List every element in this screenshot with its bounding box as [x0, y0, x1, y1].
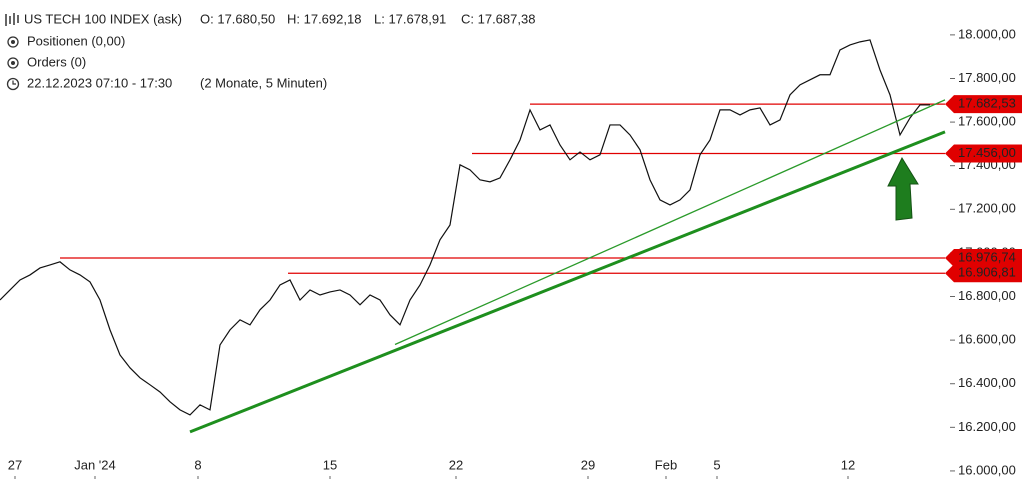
- x-tick-label: Feb: [655, 457, 677, 472]
- high: H: 17.692,18: [287, 11, 361, 26]
- orders[interactable]: Orders (0): [27, 54, 86, 69]
- level-label: 16.976,74: [958, 249, 1016, 264]
- radio-dot: [11, 40, 15, 44]
- radio-icon[interactable]: [7, 36, 19, 48]
- y-tick-label: 16.400,00: [958, 375, 1016, 390]
- level-label: 17.456,00: [958, 145, 1016, 160]
- y-tick-label: 16.600,00: [958, 332, 1016, 347]
- low: L: 17.678,91: [374, 11, 446, 26]
- chart-icon: [5, 13, 19, 26]
- level-label: 16.906,81: [958, 265, 1016, 280]
- x-tick-label: Jan '24: [74, 457, 116, 472]
- x-tick-label: 15: [323, 457, 337, 472]
- y-tick-label: 17.800,00: [958, 70, 1016, 85]
- arrow: [887, 156, 919, 221]
- trend-line: [394, 99, 946, 346]
- y-tick-label: 16.200,00: [958, 419, 1016, 434]
- x-tick-label: 27: [8, 457, 22, 472]
- y-tick-label: 17.600,00: [958, 114, 1016, 129]
- price-line: [0, 39, 930, 416]
- level-tag: [945, 264, 1022, 283]
- radio-icon[interactable]: [7, 57, 19, 69]
- close: C: 17.687,38: [461, 11, 535, 26]
- y-tick-label: 17.200,00: [958, 201, 1016, 216]
- x-tick-label: 22: [449, 457, 463, 472]
- level-tag: [945, 95, 1022, 114]
- title: US TECH 100 INDEX (ask): [24, 11, 182, 26]
- x-tick-label: 5: [713, 457, 720, 472]
- level-tag: [945, 144, 1022, 163]
- level-label: 17.682,53: [958, 96, 1016, 111]
- range: 22.12.2023 07:10 - 17:30: [27, 75, 172, 90]
- header: US TECH 100 INDEX (ask) O: 17.680,50 H: …: [5, 11, 535, 91]
- open: O: 17.680,50: [200, 11, 275, 26]
- radio-dot: [11, 61, 15, 65]
- x-tick-label: 8: [194, 457, 201, 472]
- clock-icon: [6, 77, 20, 91]
- level-tag: [945, 248, 1022, 267]
- interval: (2 Monate, 5 Minuten): [200, 75, 327, 90]
- trend-line: [189, 130, 946, 434]
- x-tick-label: 12: [841, 457, 855, 472]
- positions[interactable]: Positionen (0,00): [27, 33, 125, 48]
- y-tick-label: 16.000,00: [958, 462, 1016, 477]
- clock-hands: [12, 80, 16, 85]
- y-tick-label: 16.800,00: [958, 288, 1016, 303]
- x-tick-label: 29: [581, 457, 595, 472]
- y-tick-label: 18.000,00: [958, 26, 1016, 41]
